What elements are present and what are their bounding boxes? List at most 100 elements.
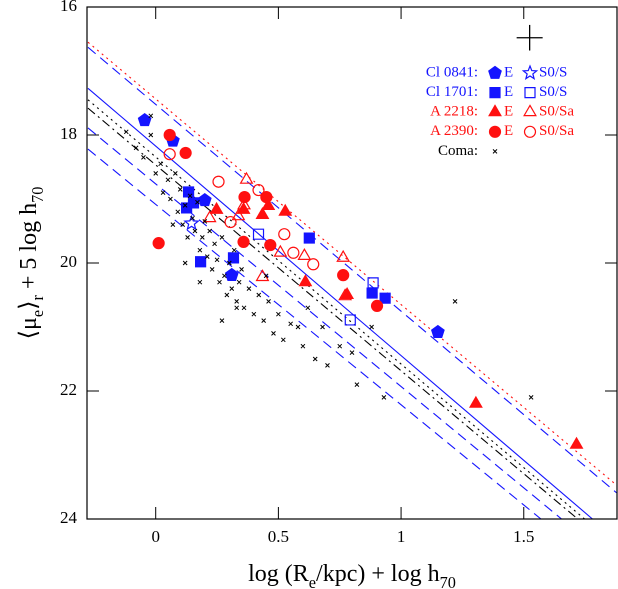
marker-x — [197, 279, 203, 285]
marker-x — [452, 299, 458, 304]
marker-square — [227, 252, 240, 264]
marker-x — [195, 199, 200, 205]
marker-x — [381, 395, 387, 400]
legend-group-label: A 2390: — [430, 123, 478, 139]
marker-x — [185, 235, 190, 240]
marker-star — [183, 214, 200, 231]
marker-x — [234, 305, 240, 311]
marker-circle — [163, 148, 176, 161]
marker-x — [224, 292, 230, 298]
fit-line — [87, 99, 585, 519]
marker-triangle — [231, 208, 246, 221]
marker-triangle — [202, 210, 217, 223]
marker-x — [160, 190, 166, 195]
marker-x — [280, 337, 286, 343]
ylabel-part: ⟩ — [16, 301, 42, 310]
marker-circle — [152, 237, 165, 250]
fit-line — [87, 148, 542, 519]
legend-label: E — [504, 84, 513, 100]
plot-area — [87, 41, 617, 519]
marker-x — [165, 177, 171, 183]
fit-line — [87, 107, 579, 519]
marker-x — [172, 171, 178, 176]
xlabel: log (Re/kpc) + log h70 — [248, 561, 456, 589]
marker-x — [207, 228, 213, 234]
y-tick-label: 20 — [60, 252, 77, 271]
marker-x — [528, 395, 534, 400]
marker-square — [524, 86, 536, 99]
marker-triangle — [338, 288, 353, 301]
xlabel-part: log (R — [248, 561, 309, 587]
legend-label: E — [504, 104, 513, 120]
y-tick-label: 24 — [60, 508, 78, 527]
marker-circle — [163, 128, 176, 142]
marker-x — [349, 350, 355, 355]
marker-circle — [224, 216, 237, 229]
marker-square — [344, 314, 356, 326]
legend-label: E — [504, 123, 513, 139]
legend-label: S0/S — [539, 64, 567, 80]
marker-square — [182, 186, 195, 198]
marker-x — [192, 228, 198, 234]
ylabel-part: ⟨μ — [16, 317, 42, 339]
marker-circle — [337, 269, 350, 282]
marker-triangle — [523, 104, 537, 117]
marker-x — [133, 145, 139, 151]
marker-square — [489, 86, 501, 99]
marker-circle — [523, 125, 537, 138]
marker-x — [148, 132, 154, 138]
marker-triangle — [278, 203, 293, 216]
marker-pentagon — [224, 267, 239, 282]
xlabel-part: /kpc) + log h — [316, 561, 440, 587]
marker-x — [219, 235, 225, 240]
marker-square — [366, 287, 378, 299]
marker-x — [266, 299, 271, 304]
marker-x — [175, 209, 181, 215]
xlabel-part: 70 — [440, 573, 456, 589]
marker-x — [204, 254, 210, 259]
marker-x — [190, 215, 195, 221]
marker-circle — [370, 299, 384, 312]
marker-pentagon — [488, 65, 502, 79]
legend-group-label: Cl 0841: — [426, 64, 478, 80]
marker-x — [305, 305, 311, 311]
marker-circle — [488, 125, 502, 138]
legend-label: S0/S — [539, 84, 567, 100]
marker-x — [325, 363, 330, 368]
fit-line — [87, 46, 617, 494]
marker-x — [261, 318, 267, 323]
marker-x — [226, 260, 232, 266]
marker-pentagon — [430, 324, 445, 338]
marker-square — [252, 228, 265, 240]
marker-x — [158, 161, 163, 167]
x-tick-label: 1 — [397, 527, 406, 546]
marker-x — [197, 247, 203, 253]
marker-circle — [264, 239, 277, 252]
marker-x — [170, 222, 176, 227]
marker-triangle — [298, 274, 313, 287]
marker-triangle — [209, 201, 224, 214]
marker-x — [212, 241, 217, 247]
ylabel-part: + 5 log h — [16, 203, 42, 295]
marker-x — [288, 321, 294, 327]
marker-x — [263, 273, 269, 279]
marker-x — [320, 324, 325, 330]
marker-triangle — [336, 249, 351, 262]
marker-triangle — [236, 201, 251, 214]
marker-x — [182, 203, 188, 208]
marker-x — [217, 279, 222, 285]
frame — [86, 6, 618, 520]
fit-line — [87, 127, 562, 519]
marker-circle — [237, 235, 250, 248]
marker-x — [209, 267, 215, 272]
marker-star — [521, 64, 539, 81]
marker-square — [181, 202, 193, 214]
marker-x — [276, 311, 281, 317]
marker-x — [369, 324, 374, 330]
marker-x — [180, 222, 186, 227]
marker-x — [202, 219, 208, 224]
marker-triangle — [237, 197, 251, 210]
marker-x — [234, 299, 240, 304]
marker-circle — [252, 184, 265, 197]
x-tick-label: 0.5 — [268, 527, 289, 546]
